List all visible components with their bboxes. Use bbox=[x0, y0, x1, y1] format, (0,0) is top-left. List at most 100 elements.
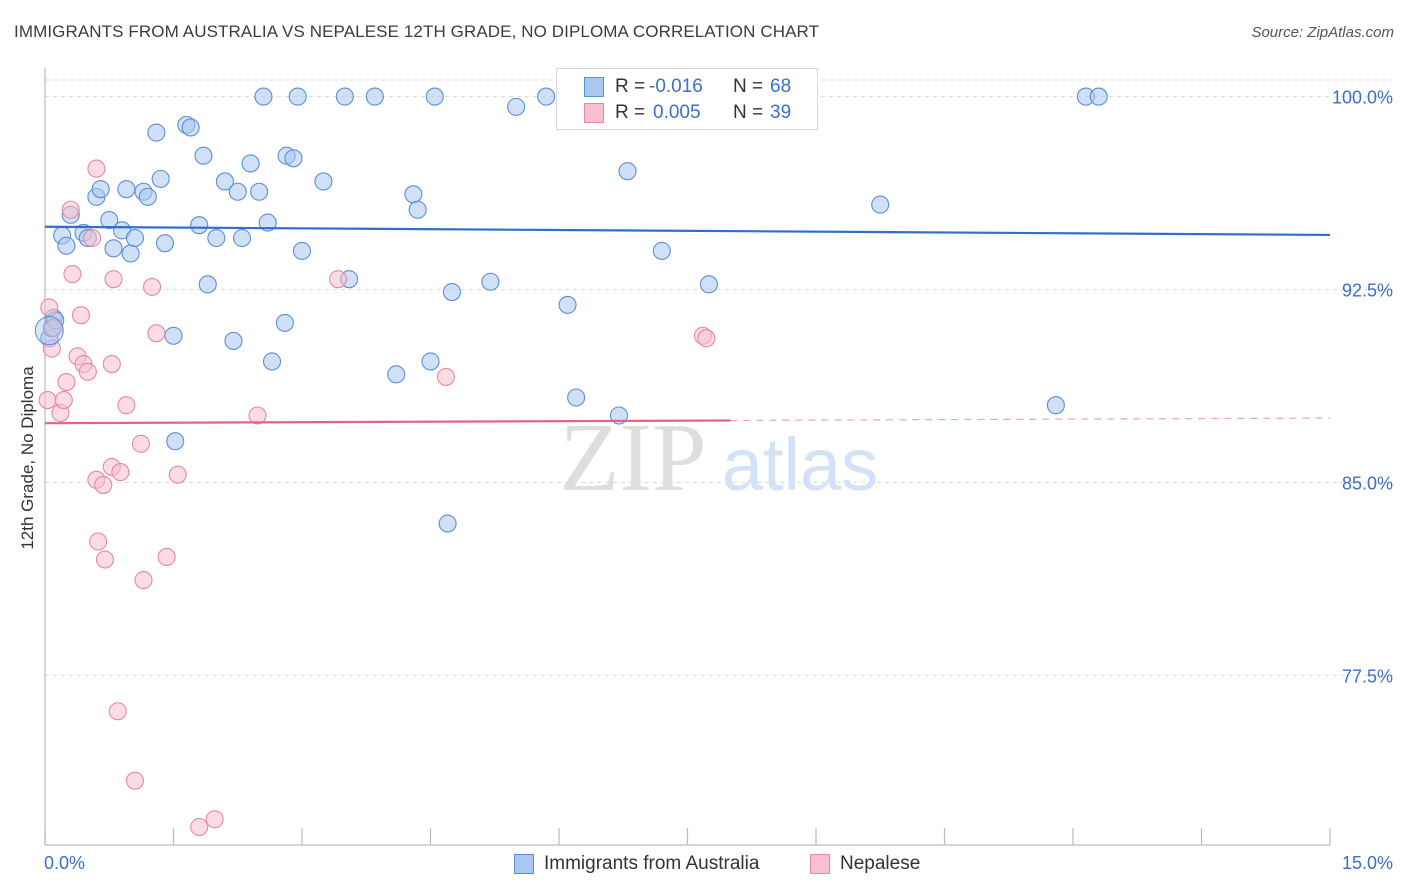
point-australia bbox=[618, 162, 637, 181]
point-australia bbox=[537, 87, 556, 106]
r-value-australia: -0.016 bbox=[649, 76, 703, 97]
point-australia bbox=[258, 213, 277, 232]
point-australia bbox=[232, 228, 252, 248]
point-australia bbox=[198, 275, 217, 294]
point-australia bbox=[425, 87, 444, 106]
point-australia bbox=[438, 514, 457, 533]
point-australia bbox=[228, 182, 247, 201]
point-nepalese bbox=[248, 406, 267, 425]
axes bbox=[44, 68, 1331, 846]
point-nepalese bbox=[40, 298, 59, 317]
point-nepalese bbox=[697, 329, 716, 348]
point-nepalese bbox=[134, 571, 153, 590]
point-nepalese bbox=[125, 771, 144, 790]
point-nepalese bbox=[131, 434, 150, 453]
chart-title: IMMIGRANTS FROM AUSTRALIA VS NEPALESE 12… bbox=[14, 22, 820, 41]
point-nepalese bbox=[168, 465, 187, 484]
point-australia bbox=[335, 87, 354, 106]
y-tick-label: 92.5% bbox=[1342, 280, 1393, 300]
point-nepalese bbox=[71, 306, 91, 325]
trend-line-nepalese bbox=[44, 419, 731, 425]
x-tick-label-min: 0.0% bbox=[44, 853, 85, 873]
data-points bbox=[34, 87, 1108, 837]
point-nepalese bbox=[147, 324, 166, 343]
legend-swatch-australia bbox=[514, 854, 534, 874]
r-label: R = bbox=[615, 102, 646, 123]
point-australia bbox=[155, 234, 174, 253]
point-nepalese bbox=[108, 702, 127, 721]
swatch-australia bbox=[584, 77, 604, 97]
point-nepalese bbox=[61, 200, 80, 219]
point-australia bbox=[117, 180, 136, 199]
legend-item-nepalese[interactable]: Nepalese bbox=[810, 851, 920, 877]
point-nepalese bbox=[78, 362, 97, 381]
trend-line-nepalese-dashed bbox=[730, 417, 1331, 422]
point-australia bbox=[224, 331, 243, 350]
x-tick-label-max: 15.0% bbox=[1342, 853, 1393, 873]
point-australia bbox=[100, 210, 119, 230]
point-australia bbox=[408, 200, 427, 219]
point-nepalese bbox=[63, 264, 82, 284]
point-nepalese bbox=[190, 817, 209, 837]
point-australia bbox=[284, 149, 303, 168]
point-australia bbox=[421, 352, 440, 371]
n-value-nepalese: 39 bbox=[770, 102, 792, 123]
point-nepalese bbox=[117, 396, 136, 415]
point-nepalese bbox=[54, 391, 73, 410]
point-nepalese bbox=[38, 391, 57, 410]
point-australia bbox=[194, 146, 213, 165]
point-australia bbox=[404, 185, 423, 204]
point-australia bbox=[91, 180, 110, 199]
legend-item-australia[interactable]: Immigrants from Australia bbox=[514, 851, 759, 877]
point-australia bbox=[558, 295, 577, 314]
point-australia bbox=[609, 406, 629, 425]
point-australia bbox=[34, 316, 64, 346]
point-nepalese bbox=[143, 277, 162, 296]
legend-swatch-nepalese bbox=[810, 854, 830, 874]
r-label: R = bbox=[615, 76, 646, 97]
point-nepalese bbox=[89, 532, 108, 551]
stats-row-nepalese: R = 0.005 N = 39 bbox=[557, 100, 819, 126]
r-value-nepalese: 0.005 bbox=[653, 102, 701, 123]
point-nepalese bbox=[102, 355, 121, 374]
point-nepalese bbox=[57, 373, 76, 392]
point-nepalese bbox=[111, 463, 130, 482]
stats-row-australia: R = -0.016 N = 68 bbox=[557, 74, 819, 100]
point-australia bbox=[241, 154, 260, 173]
point-australia bbox=[1089, 87, 1108, 106]
point-australia bbox=[365, 87, 384, 106]
point-nepalese bbox=[205, 810, 224, 829]
y-tick-label: 85.0% bbox=[1342, 473, 1393, 493]
point-australia bbox=[138, 187, 157, 206]
point-australia bbox=[387, 365, 406, 384]
point-australia bbox=[125, 228, 144, 248]
point-australia bbox=[481, 272, 500, 291]
point-australia bbox=[250, 182, 269, 201]
point-australia bbox=[57, 236, 76, 255]
trend-line-australia bbox=[44, 225, 1331, 237]
point-nepalese bbox=[83, 228, 102, 248]
stats-legend: R = -0.016 N = 68 R = 0.005 N = 39 bbox=[556, 68, 818, 130]
point-australia bbox=[871, 195, 890, 214]
n-label: N = bbox=[733, 102, 764, 123]
point-australia bbox=[164, 326, 183, 345]
y-tick-label: 77.5% bbox=[1342, 666, 1393, 686]
n-value-australia: 68 bbox=[770, 76, 792, 97]
chart-source: Source: ZipAtlas.com bbox=[1251, 24, 1394, 41]
tick-labels: 77.5% 85.0% 92.5% 100.0% 0.0% 15.0% bbox=[44, 88, 1393, 873]
point-nepalese bbox=[87, 159, 106, 178]
point-australia bbox=[262, 352, 282, 371]
legend-label-australia: Immigrants from Australia bbox=[544, 853, 760, 874]
point-australia bbox=[292, 241, 312, 260]
watermark-atlas: atlas bbox=[722, 423, 878, 506]
point-nepalese bbox=[95, 550, 115, 569]
n-label: N = bbox=[733, 76, 764, 97]
point-australia bbox=[442, 282, 461, 302]
point-australia bbox=[275, 313, 294, 332]
point-australia bbox=[699, 275, 718, 294]
y-tick-label: 100.0% bbox=[1332, 88, 1393, 108]
point-australia bbox=[147, 123, 166, 142]
point-australia bbox=[254, 87, 273, 106]
point-australia bbox=[652, 241, 671, 260]
